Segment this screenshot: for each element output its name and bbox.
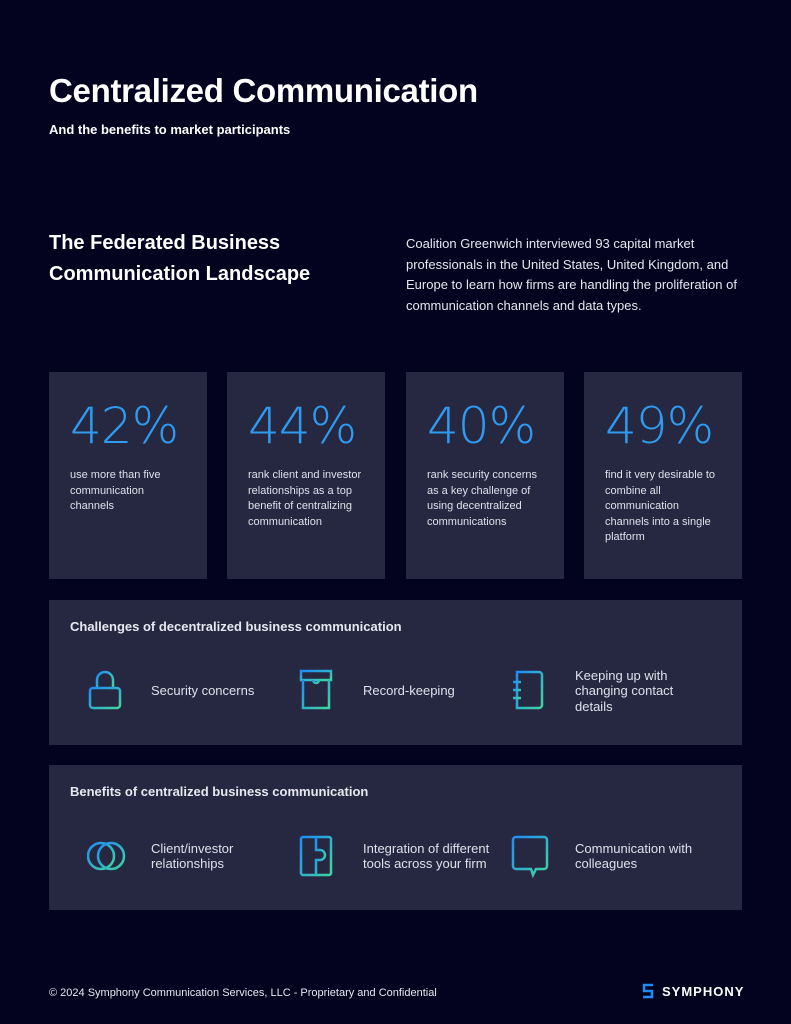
logo-text: SYMPHONY <box>662 983 745 999</box>
section-title: The Federated Business Communication Lan… <box>49 232 311 285</box>
stat-card: 42% use more than five communication chan… <box>49 372 207 579</box>
benefit-label: Integration of different tools across yo… <box>363 840 490 872</box>
challenge-item: Record-keeping <box>299 666 493 716</box>
symphony-s-icon <box>642 983 654 999</box>
page-title: Centralized Communication <box>49 72 478 109</box>
stat-desc: find it very desirable to combine all co… <box>605 469 716 543</box>
benefits-title: Benefits of centralized business communi… <box>70 784 369 799</box>
stat-value: 49% <box>605 397 714 455</box>
challenge-label: Security concerns <box>151 683 255 699</box>
benefit-label: Communication with colleagues <box>575 840 693 872</box>
challenges-title: Challenges of decentralized business com… <box>70 619 402 634</box>
copyright: © 2024 Symphony Communication Services, … <box>49 987 437 999</box>
notebook-icon <box>513 670 544 710</box>
chat-bubble-icon <box>511 835 549 879</box>
stat-card: 40% rank security concerns as a key chall… <box>406 372 564 579</box>
stat-card: 49% find it very desirable to combine all… <box>584 372 742 579</box>
challenge-label: Keeping up with changing contact details <box>575 667 674 714</box>
stat-desc: use more than five communication channel… <box>70 469 161 512</box>
benefit-item: Client/investor relationships <box>87 831 281 881</box>
archive-box-icon <box>299 669 333 710</box>
page-subtitle: And the benefits to market participants <box>49 122 291 137</box>
stat-desc: rank client and investor relationships a… <box>248 469 362 528</box>
stat-value: 42% <box>70 397 179 455</box>
benefits-panel: Benefits of centralized business communi… <box>49 765 742 910</box>
challenge-label: Record-keeping <box>363 683 455 699</box>
lock-icon <box>88 670 122 710</box>
overlapping-circles-icon <box>87 841 126 871</box>
stat-value: 40% <box>427 397 536 455</box>
challenge-item: Keeping up with changing contact details <box>511 666 705 716</box>
challenges-panel: Challenges of decentralized business com… <box>49 600 742 745</box>
symphony-logo: SYMPHONY <box>642 983 744 999</box>
challenge-item: Security concerns <box>87 666 281 716</box>
intro-text: Coalition Greenwich interviewed 93 capit… <box>406 236 737 313</box>
stat-card: 44% rank client and investor relationship… <box>227 372 385 579</box>
stat-value: 44% <box>248 397 357 455</box>
benefit-label: Client/investor relationships <box>151 840 234 872</box>
benefit-item: Communication with colleagues <box>511 831 705 881</box>
puzzle-icon <box>299 835 333 877</box>
stat-desc: rank security concerns as a key challeng… <box>427 469 538 528</box>
benefit-item: Integration of different tools across yo… <box>299 831 493 881</box>
